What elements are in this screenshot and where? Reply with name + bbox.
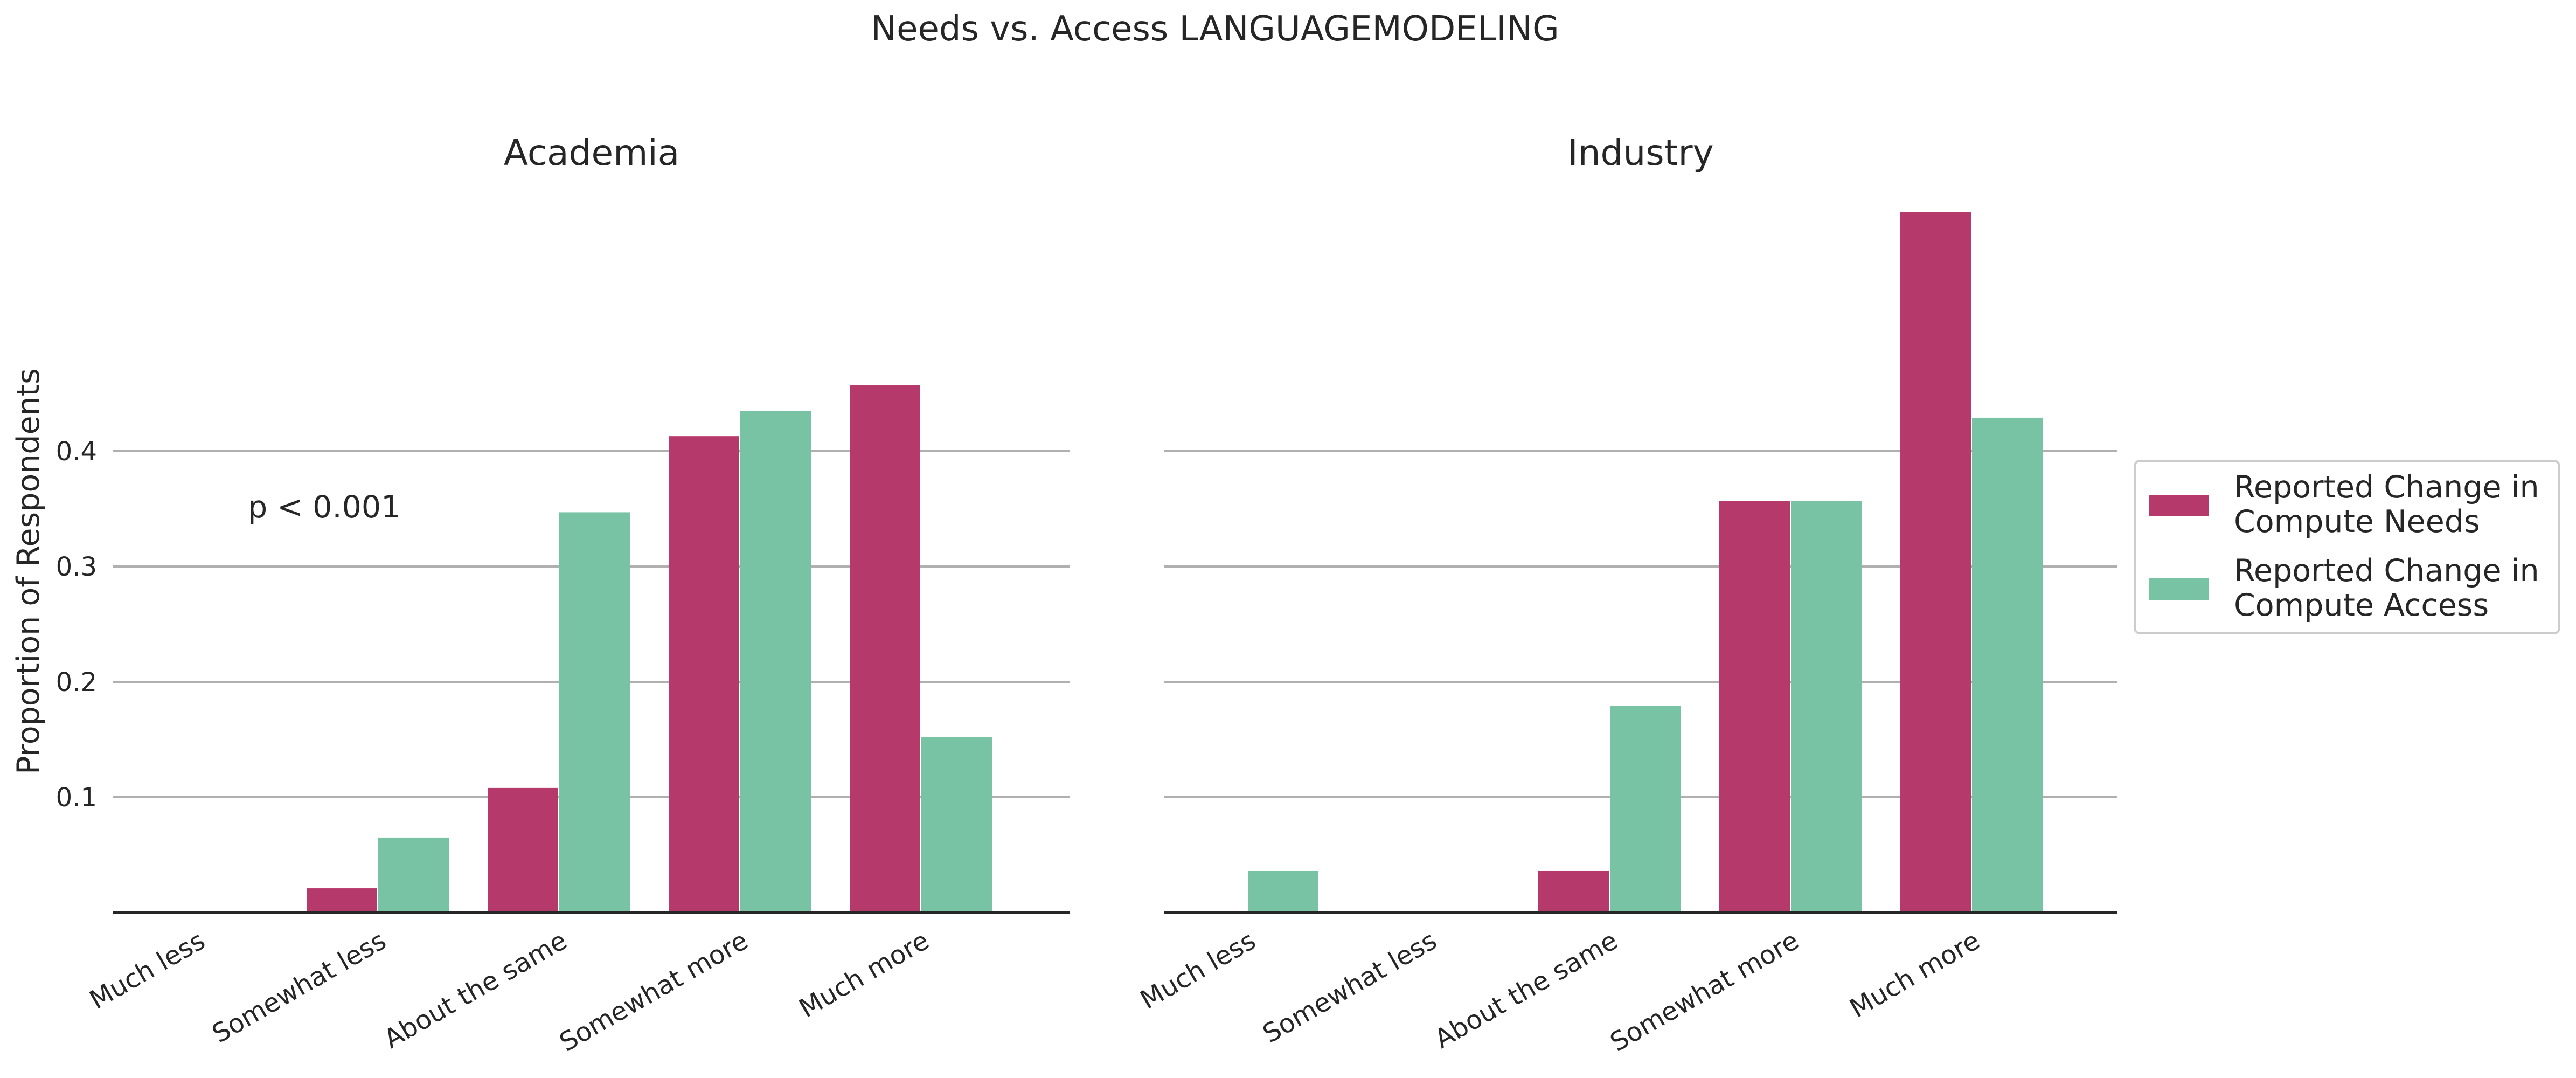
x-tick-label-much-less: Much less (1135, 925, 1261, 1015)
y-axis-label: Proportion of Respondents (11, 368, 46, 775)
panel-academia: Academia p < 0.001 0.1 0.2 0.3 0.4 Much less… (56, 132, 1070, 1058)
legend-label-needs-line1: Reported Change in (2234, 469, 2539, 505)
legend-swatch-needs (2149, 495, 2209, 516)
x-tick-label-somewhat-more: Somewhat more (554, 925, 753, 1058)
panel-title-academia: Academia (504, 132, 679, 174)
bar-needs-much-more (1900, 212, 1971, 913)
p-value-annotation: p < 0.001 (248, 489, 400, 525)
x-tick-label-much-more: Much more (794, 925, 934, 1024)
x-tick-label-somewhat-less: Somewhat less (207, 925, 391, 1049)
bar-needs-about-the-same (1538, 870, 1609, 913)
bar-access-much-less (1248, 870, 1318, 913)
panel-title-industry: Industry (1567, 132, 1713, 174)
legend-swatch-access (2149, 578, 2209, 600)
legend-label-needs-line2: Compute Needs (2234, 504, 2480, 540)
bar-access-about-the-same (559, 512, 630, 913)
x-tick-label-about-the-same: About the same (379, 925, 572, 1054)
legend-frame (2134, 460, 2560, 634)
bar-access-much-more (921, 737, 992, 913)
x-tick-label-somewhat-more: Somewhat more (1605, 925, 1804, 1058)
legend: Reported Change in Compute Needs Reporte… (2134, 460, 2560, 634)
legend-label-access-line1: Reported Change in (2234, 553, 2539, 589)
bar-access-somewhat-more (740, 411, 811, 913)
x-tick-label-much-less: Much less (85, 925, 210, 1015)
bar-needs-somewhat-more (669, 436, 739, 913)
chart-title: Needs vs. Access LANGUAGEMODELING (871, 9, 1559, 49)
bar-access-somewhat-less (378, 837, 449, 913)
legend-label-access-line2: Compute Access (2234, 588, 2489, 623)
bar-needs-much-more (850, 385, 920, 913)
legend-label-access: Reported Change in Compute Access (2234, 553, 2549, 623)
x-tick-label-much-more: Much more (1845, 925, 1985, 1024)
y-tick-label: 0.2 (56, 667, 97, 697)
bar-access-much-more (1972, 417, 2043, 913)
y-tick-label: 0.1 (56, 783, 97, 813)
legend-label-needs: Reported Change in Compute Needs (2234, 469, 2549, 540)
y-tick-label: 0.3 (56, 552, 97, 582)
x-tick-label-about-the-same: About the same (1429, 925, 1623, 1054)
bar-access-somewhat-more (1791, 501, 1862, 913)
y-tick-label: 0.4 (56, 437, 97, 467)
bars (307, 385, 992, 913)
bar-needs-somewhat-more (1719, 501, 1790, 913)
bars (1248, 212, 2043, 913)
bar-needs-somewhat-less (307, 888, 377, 913)
bar-needs-about-the-same (488, 787, 558, 913)
bar-access-about-the-same (1610, 706, 1681, 913)
x-tick-label-somewhat-less: Somewhat less (1258, 925, 1442, 1049)
